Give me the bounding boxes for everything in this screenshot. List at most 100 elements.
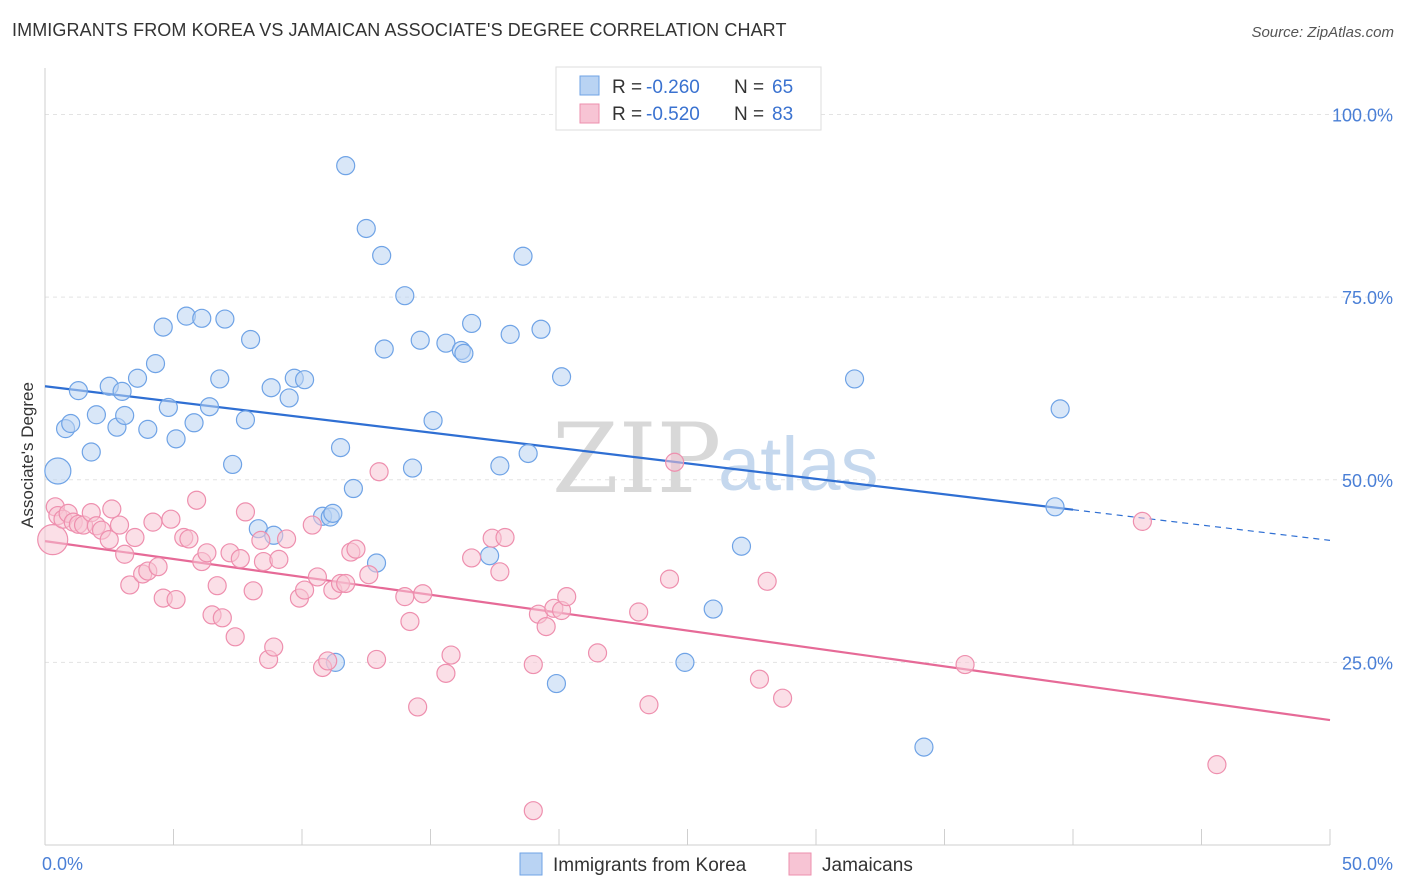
data-point	[179, 529, 199, 549]
data-point	[210, 369, 230, 389]
y-tick-labels: 100.0% 75.0% 50.0% 25.0%	[1332, 106, 1393, 674]
stats-legend-box	[555, 66, 822, 131]
data-point	[109, 515, 130, 535]
data-point	[318, 651, 338, 671]
data-point	[665, 452, 685, 472]
data-point	[120, 575, 140, 595]
data-point	[629, 602, 649, 622]
data-point	[413, 584, 433, 604]
data-point	[166, 429, 186, 449]
data-point	[369, 462, 389, 482]
data-point	[143, 512, 163, 532]
data-point	[145, 354, 166, 374]
data-point	[659, 569, 680, 589]
data-point	[81, 442, 101, 462]
y-tick-label: 100.0%	[1332, 106, 1393, 126]
data-point	[138, 419, 158, 439]
data-point	[955, 654, 975, 675]
data-point	[436, 333, 456, 353]
data-point	[546, 673, 567, 694]
legend-n-label-jamaicans: N =	[734, 104, 764, 125]
data-point	[731, 536, 752, 556]
data-point	[490, 456, 510, 476]
data-point	[294, 580, 315, 600]
data-point	[402, 458, 423, 478]
chart-title: IMMIGRANTS FROM KOREA VS JAMAICAN ASSOCI…	[12, 20, 787, 40]
trend-line-extension-korea	[1072, 509, 1331, 541]
data-point	[531, 319, 551, 339]
data-point	[639, 695, 659, 715]
y-axis-label: Associate's Degree	[18, 382, 37, 528]
data-point	[223, 454, 243, 475]
data-point	[269, 549, 289, 569]
data-point	[749, 669, 770, 689]
data-point	[225, 627, 245, 647]
data-point	[192, 308, 212, 328]
data-point	[61, 413, 81, 434]
data-point	[523, 654, 543, 675]
data-point	[495, 527, 515, 548]
data-point	[557, 587, 577, 607]
data-point	[1050, 399, 1070, 419]
data-point	[68, 381, 89, 401]
legend-r-value-jamaicans: -0.520	[646, 104, 700, 125]
data-point	[184, 413, 204, 433]
legend-swatch-immigrants-from-korea	[519, 852, 543, 876]
data-point	[844, 369, 865, 389]
data-point	[37, 524, 69, 556]
legend-label-immigrants-from-korea: Immigrants from Korea	[553, 855, 747, 876]
data-point	[1207, 755, 1227, 775]
data-point	[261, 378, 281, 398]
data-point	[241, 329, 261, 350]
data-point	[703, 599, 723, 619]
axes	[44, 68, 1331, 846]
legend-swatch-jamaicans	[579, 103, 600, 124]
data-point	[454, 343, 474, 363]
data-point	[235, 502, 256, 522]
legend-swatch-jamaicans-bottom	[788, 852, 812, 876]
legend-r-value-korea: -0.260	[646, 77, 700, 98]
data-point	[125, 527, 145, 548]
data-point	[336, 156, 356, 176]
data-point	[400, 611, 420, 632]
data-point	[480, 546, 500, 566]
series-immigrants-from-korea	[44, 156, 1070, 757]
data-point	[112, 381, 132, 401]
series-legend: Immigrants from Korea Jamaicans	[519, 852, 913, 876]
x-tick-labels: 0.0% 50.0%	[42, 854, 1393, 874]
data-point	[462, 313, 482, 334]
data-point	[343, 478, 363, 499]
data-point	[914, 737, 934, 757]
gridlines	[45, 114, 1392, 663]
watermark-zip: ZIP	[552, 403, 721, 515]
data-point	[279, 388, 299, 408]
data-point	[551, 367, 572, 387]
data-point	[294, 370, 315, 390]
data-point	[127, 368, 148, 388]
data-point	[395, 286, 415, 306]
data-point	[148, 557, 168, 577]
data-point	[410, 330, 430, 350]
data-point	[366, 649, 387, 670]
data-point	[230, 549, 250, 569]
legend-n-label-korea: N =	[734, 77, 764, 98]
legend-label-jamaicans: Jamaicans	[822, 855, 913, 876]
data-point	[302, 515, 322, 535]
data-point	[536, 616, 556, 637]
stats-legend: R = -0.260 N = 65 R = -0.520 N = 83	[555, 66, 822, 131]
legend-n-value-jamaicans: 83	[772, 104, 793, 125]
data-points	[37, 156, 1227, 821]
data-point	[243, 581, 263, 601]
data-point	[166, 589, 186, 610]
data-point	[513, 246, 533, 266]
legend-swatch-korea	[579, 75, 600, 96]
data-point	[336, 573, 356, 594]
data-point	[323, 503, 343, 523]
data-point	[346, 539, 366, 559]
data-point	[359, 565, 379, 585]
data-point	[44, 457, 72, 485]
data-point	[395, 587, 415, 607]
data-point	[86, 405, 107, 425]
data-point	[115, 405, 135, 426]
data-point	[772, 688, 793, 708]
